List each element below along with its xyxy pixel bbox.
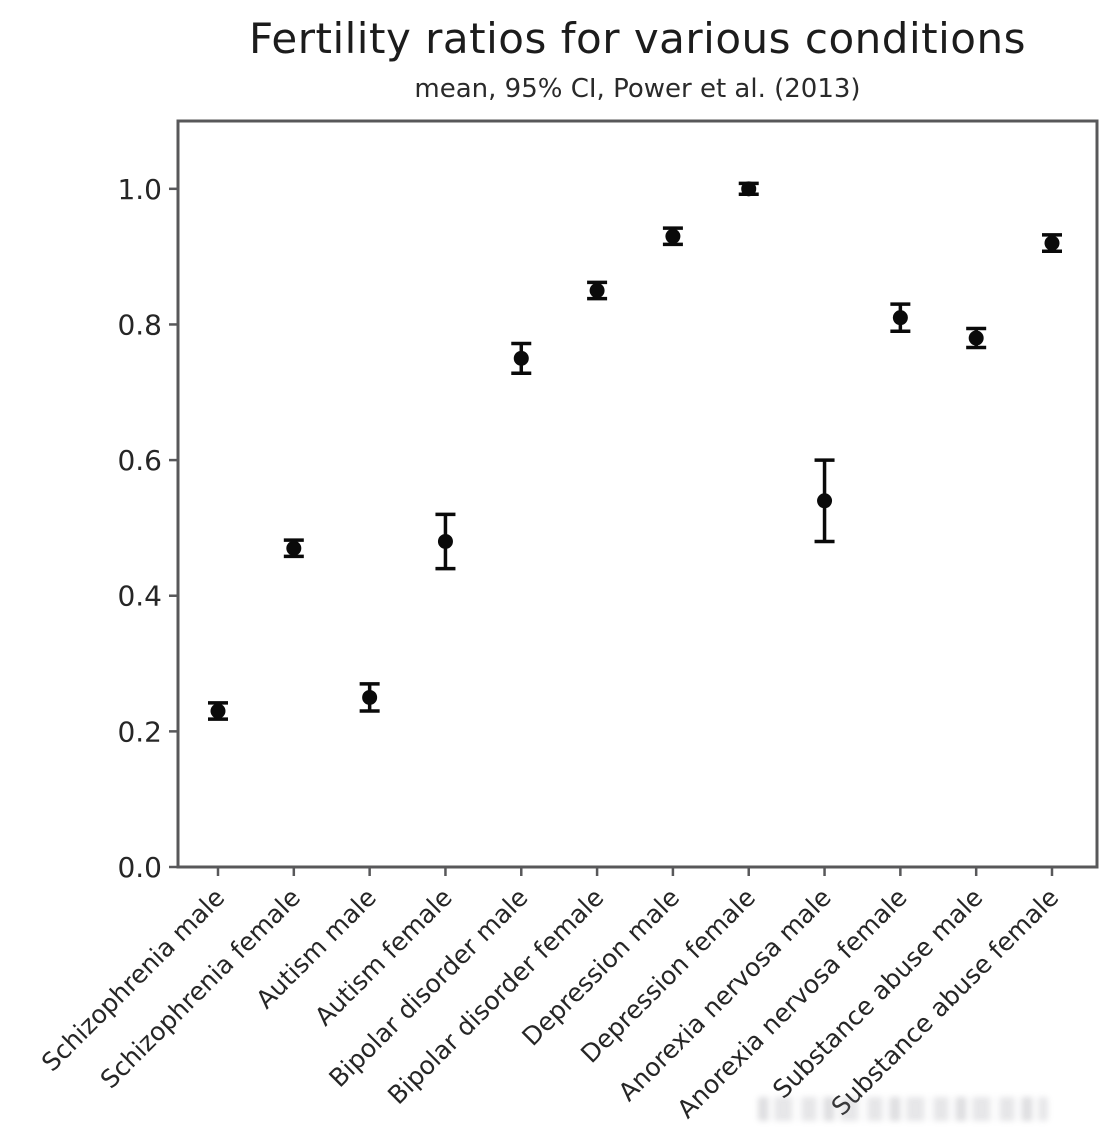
- y-tick-label: 0.4: [117, 580, 162, 613]
- plot-frame: [176, 119, 1099, 869]
- chart-subtitle: mean, 95% CI, Power et al. (2013): [414, 74, 861, 104]
- data-point: [589, 283, 605, 299]
- data-point: [892, 310, 908, 326]
- y-tick-label: 0.6: [117, 444, 162, 477]
- data-point: [362, 689, 378, 705]
- data-point: [968, 330, 984, 346]
- data-point: [286, 540, 302, 556]
- data-point: [210, 703, 226, 719]
- y-tick-label: 0.0: [117, 851, 162, 884]
- data-point: [1044, 235, 1060, 251]
- data-point: [437, 533, 453, 549]
- data-point: [513, 350, 529, 366]
- chart-title: Fertility ratios for various conditions: [249, 14, 1026, 63]
- data-point: [665, 228, 681, 244]
- illegible-watermark-smudge: [758, 1097, 1048, 1121]
- data-point: [741, 181, 757, 197]
- data-point: [817, 493, 833, 509]
- y-tick-label: 0.2: [117, 715, 162, 748]
- y-tick-label: 0.8: [117, 308, 162, 341]
- x-tick-label: Autism female: [309, 883, 458, 1032]
- y-tick-label: 1.0: [117, 173, 162, 206]
